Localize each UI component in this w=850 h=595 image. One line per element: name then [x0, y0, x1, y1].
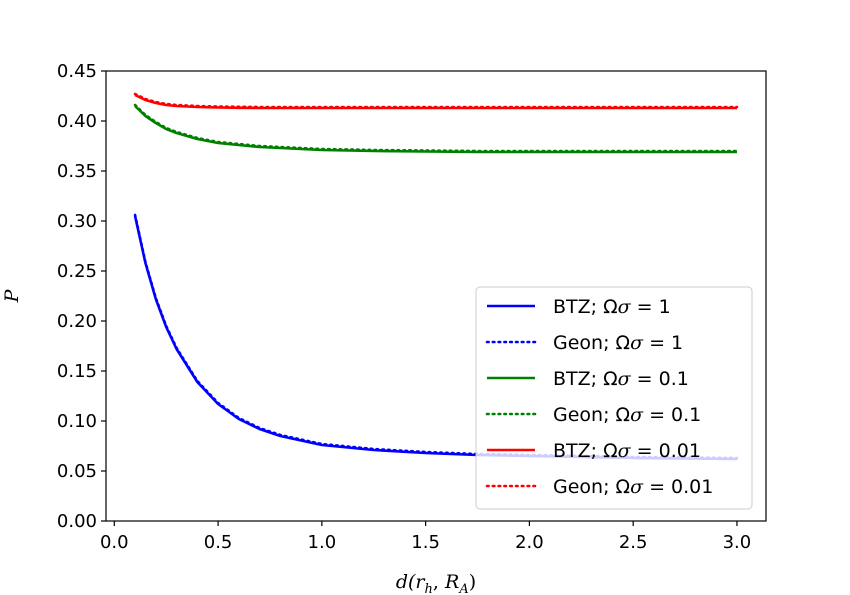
y-tick-label: 0.35	[57, 161, 97, 182]
legend: BTZ; Ωσ = 1 Geon; Ωσ = 1 BTZ; Ωσ = 0.1 Geon…	[475, 286, 753, 510]
x-tick-label: 2.0	[515, 532, 544, 553]
x-tick-label: 0.5	[204, 532, 233, 553]
legend-label-6: Geon; Ωσ = 0.01	[553, 476, 713, 498]
x-tick-label: 3.0	[723, 532, 752, 553]
y-axis: 0.00 0.05 0.10 0.15 0.20 0.25 0.30 0.35 0.40 0.45	[57, 61, 106, 532]
series-line-4	[133, 103, 739, 153]
legend-label-1: BTZ; Ωσ = 1	[553, 296, 671, 318]
y-tick-label: 0.20	[57, 311, 97, 332]
x-tick-label: 1.0	[308, 532, 337, 553]
series-line-6	[133, 92, 739, 109]
y-tick-label: 0.25	[57, 261, 97, 282]
y-tick-label: 0.10	[57, 411, 97, 432]
legend-label-3: BTZ; Ωσ = 0.1	[553, 368, 689, 390]
y-tick-label: 0.40	[57, 111, 97, 132]
x-axis: 0.0 0.5 1.0 1.5 2.0 2.5 3.0	[100, 521, 751, 553]
legend-label-2: Geon; Ωσ = 1	[553, 332, 683, 354]
plot-frame	[105, 70, 767, 522]
y-tick-label: 0.05	[57, 461, 97, 482]
x-tick-label: 1.5	[411, 532, 440, 553]
y-axis-label: P	[1, 288, 23, 303]
y-tick-label: 0.15	[57, 361, 97, 382]
x-tick-label: 2.5	[619, 532, 648, 553]
legend-label-4: Geon; Ωσ = 0.1	[553, 404, 701, 426]
y-tick-label: 0.45	[57, 61, 97, 82]
legend-label-5: BTZ; Ωσ = 0.01	[553, 440, 701, 462]
x-tick-label: 0.0	[100, 532, 129, 553]
y-tick-label: 0.00	[57, 511, 97, 532]
legend-box	[475, 286, 753, 510]
y-tick-label: 0.30	[57, 211, 97, 232]
